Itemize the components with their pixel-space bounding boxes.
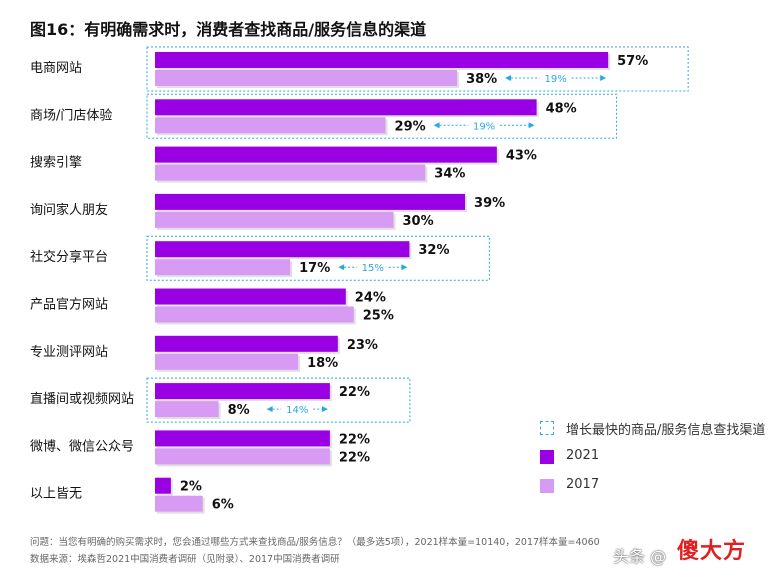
highlight-box	[146, 46, 689, 92]
footnote-source: 数据来源：埃森哲2021中国消费者调研（见附录）、2017中国消费者调研	[30, 554, 340, 565]
growth-arrowhead-right	[600, 75, 607, 81]
category-label: 专业测评网站	[30, 345, 108, 360]
growth-label: 19%	[545, 74, 567, 85]
value-label-2017: 34%	[434, 167, 465, 182]
growth-arrowhead-left	[338, 264, 345, 271]
bar-2021	[155, 241, 410, 258]
growth-arrowhead-left	[433, 122, 440, 129]
bar-2017	[155, 117, 386, 134]
value-label-2017: 30%	[403, 214, 434, 229]
bar-2021	[155, 146, 497, 163]
growth-arrowhead-left	[266, 406, 273, 413]
value-label-2021: 39%	[474, 196, 505, 211]
legend-swatch-highlight	[540, 421, 554, 435]
bar-2021	[155, 430, 330, 447]
value-label-2021: 57%	[617, 54, 648, 69]
category-label: 产品官方网站	[30, 297, 108, 313]
chart-title: 图16：有明确需求时，消费者查找商品/服务信息的渠道	[30, 20, 427, 39]
value-label-2017: 17%	[299, 261, 330, 276]
growth-arrowhead-right	[321, 406, 328, 413]
value-label-2017: 8%	[228, 403, 250, 418]
growth-arrowhead-right	[401, 264, 408, 271]
value-label-2017: 38%	[466, 72, 497, 87]
growth-label: 15%	[362, 263, 384, 274]
legend-swatch-2021	[540, 450, 554, 464]
category-label: 电商网站	[30, 61, 82, 76]
bar-2017	[155, 306, 354, 323]
value-label-2021: 2%	[180, 480, 202, 495]
value-label-2021: 23%	[347, 338, 378, 353]
bar-2017	[155, 70, 458, 86]
value-label-2021: 43%	[506, 149, 537, 164]
category-label: 直播间或视频网站	[30, 392, 134, 407]
bar-2017	[155, 259, 291, 276]
value-label-2021: 48%	[546, 101, 577, 116]
watermark-brand: 傻大方	[677, 539, 747, 564]
category-label: 以上皆无	[30, 487, 82, 502]
value-label-2021: 22%	[339, 385, 370, 400]
highlight-box	[146, 235, 490, 281]
legend-label-highlight: 增长最快的商品/服务信息查找渠道	[566, 423, 766, 438]
growth-label: 14%	[286, 405, 308, 416]
value-label-2017: 29%	[395, 119, 426, 134]
bar-2017	[155, 401, 219, 418]
category-label: 搜索引擎	[30, 156, 82, 171]
watermark-prefix: 头条 @	[613, 547, 667, 566]
growth-arrowhead-left	[505, 75, 512, 81]
category-label: 商场/门店体验	[30, 107, 112, 123]
value-label-2017: 6%	[212, 498, 234, 513]
bar-2017	[155, 448, 330, 465]
bar-2017	[155, 353, 299, 370]
value-label-2021: 24%	[355, 291, 386, 306]
category-label: 询问家人朋友	[30, 202, 108, 218]
bar-2017	[155, 164, 426, 181]
value-label-2021: 32%	[418, 243, 449, 258]
bar-2021	[155, 288, 346, 305]
bar-2021	[155, 99, 537, 116]
legend-label-2021: 2021	[566, 448, 600, 463]
bar-2017	[155, 495, 203, 512]
highlight-box	[146, 93, 618, 139]
bar-2021	[155, 335, 338, 352]
growth-label: 19%	[473, 121, 495, 132]
bar-chart: 电商网站 57% 38% 19% 商场/门店体验 48% 29% 19% 搜索引擎 43% 34% 询…	[30, 46, 689, 514]
highlight-box	[146, 377, 411, 423]
growth-arrowhead-right	[528, 122, 535, 129]
category-label: 微博、微信公众号	[30, 439, 134, 454]
footnote-question: 问题：当您有明确的购买需求时，您会通过哪些方式来查找商品/服务信息？（最多选5项…	[30, 537, 600, 548]
bar-2021	[155, 477, 171, 494]
bar-2021	[155, 193, 466, 210]
value-label-2017: 22%	[339, 450, 370, 465]
value-label-2021: 22%	[339, 432, 370, 447]
value-label-2017: 25%	[363, 309, 394, 324]
bar-2017	[155, 211, 394, 228]
category-label: 社交分享平台	[30, 249, 108, 265]
bar-2021	[155, 52, 609, 68]
legend-label-2017: 2017	[566, 477, 600, 492]
bar-2021	[155, 383, 330, 400]
watermark: 头条 @ 傻大方	[597, 531, 767, 569]
value-label-2017: 18%	[307, 356, 338, 371]
legend-swatch-2017	[540, 479, 554, 493]
